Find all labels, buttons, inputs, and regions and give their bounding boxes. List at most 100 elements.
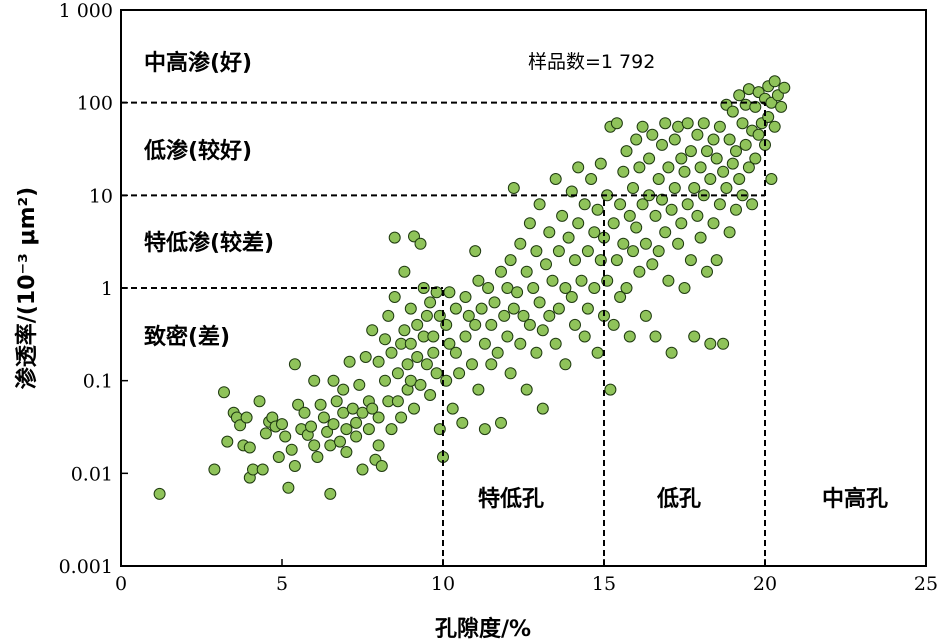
data-point: [736, 117, 749, 130]
data-point: [578, 330, 591, 343]
data-point: [704, 337, 717, 350]
data-point: [514, 337, 527, 350]
data-point: [485, 358, 498, 371]
data-point: [334, 435, 346, 448]
data-point: [356, 463, 369, 476]
x-tick-label: 10: [431, 573, 455, 595]
zone-label-ultra-low-porosity: 特低孔: [478, 486, 544, 512]
y-tick-label: 1: [101, 278, 113, 300]
data-point: [456, 416, 469, 429]
data-point: [656, 193, 668, 206]
data-point: [375, 460, 388, 472]
data-point: [668, 182, 681, 194]
data-point: [565, 185, 578, 198]
data-point: [372, 411, 385, 424]
data-point: [523, 217, 536, 230]
data-point: [485, 318, 498, 331]
data-point: [733, 173, 746, 185]
data-point: [723, 133, 736, 146]
data-point: [710, 254, 723, 267]
x-tick-label: 25: [914, 573, 938, 595]
data-point: [581, 245, 594, 258]
data-point: [623, 330, 636, 343]
data-point: [684, 254, 697, 267]
data-point: [691, 128, 704, 141]
data-point: [768, 120, 781, 133]
data-point: [565, 291, 578, 303]
data-point: [330, 395, 343, 408]
data-point: [694, 231, 707, 244]
data-point: [285, 443, 298, 456]
y-axis-title: 渗透率/(10⁻³ μm²): [14, 187, 40, 389]
x-tick-label: 5: [276, 573, 288, 595]
data-point: [469, 318, 482, 331]
data-point: [462, 309, 475, 322]
data-point: [517, 309, 530, 322]
data-point: [771, 89, 784, 102]
data-point: [272, 451, 285, 463]
data-point: [520, 383, 533, 396]
data-point: [656, 138, 668, 151]
data-point: [478, 337, 491, 350]
data-point: [627, 182, 639, 194]
data-point: [540, 258, 552, 271]
data-point: [527, 282, 540, 294]
data-point: [549, 173, 562, 185]
data-point: [398, 324, 411, 337]
data-point: [259, 427, 272, 440]
data-point: [768, 75, 781, 88]
data-point: [765, 173, 778, 185]
data-point: [504, 254, 517, 267]
data-point: [498, 309, 511, 322]
data-point: [243, 441, 256, 454]
data-point: [681, 198, 694, 211]
data-point: [607, 318, 620, 331]
data-point: [720, 182, 733, 194]
data-point: [701, 145, 713, 158]
data-point: [324, 487, 337, 500]
y-tick-label: 0.001: [59, 556, 113, 578]
data-point: [678, 282, 691, 294]
data-point: [659, 226, 672, 239]
data-point: [585, 173, 598, 185]
data-point: [730, 203, 742, 216]
data-point: [652, 173, 665, 185]
data-point: [694, 161, 707, 174]
data-point: [208, 463, 221, 476]
data-point: [327, 418, 340, 431]
data-point: [730, 145, 742, 158]
data-point: [591, 346, 604, 359]
data-point: [350, 430, 363, 443]
data-point: [420, 309, 433, 322]
threshold-lines: [121, 101, 766, 566]
data-point: [511, 286, 524, 299]
data-point: [504, 367, 517, 380]
data-point: [536, 324, 549, 337]
data-point: [514, 237, 527, 250]
data-point: [391, 395, 404, 408]
data-point: [292, 398, 305, 411]
data-point: [701, 265, 713, 278]
data-point: [385, 346, 398, 359]
data-point: [675, 152, 688, 165]
data-point: [411, 351, 424, 363]
data-point: [308, 374, 321, 387]
data-point: [717, 165, 730, 178]
data-point: [337, 383, 350, 396]
y-tick-label: 0.01: [71, 463, 113, 485]
data-point: [372, 355, 385, 368]
data-point: [697, 117, 710, 130]
data-point: [752, 128, 765, 141]
y-tick-label: 100: [77, 93, 113, 115]
data-point: [362, 423, 375, 436]
data-point: [649, 330, 662, 343]
data-point: [523, 318, 536, 331]
data-point: [359, 351, 372, 363]
x-axis-title: 孔隙度/%: [435, 616, 531, 642]
data-point: [495, 416, 507, 429]
data-point: [420, 358, 433, 371]
data-point: [630, 133, 643, 146]
data-point: [569, 254, 581, 267]
data-point: [395, 411, 408, 424]
